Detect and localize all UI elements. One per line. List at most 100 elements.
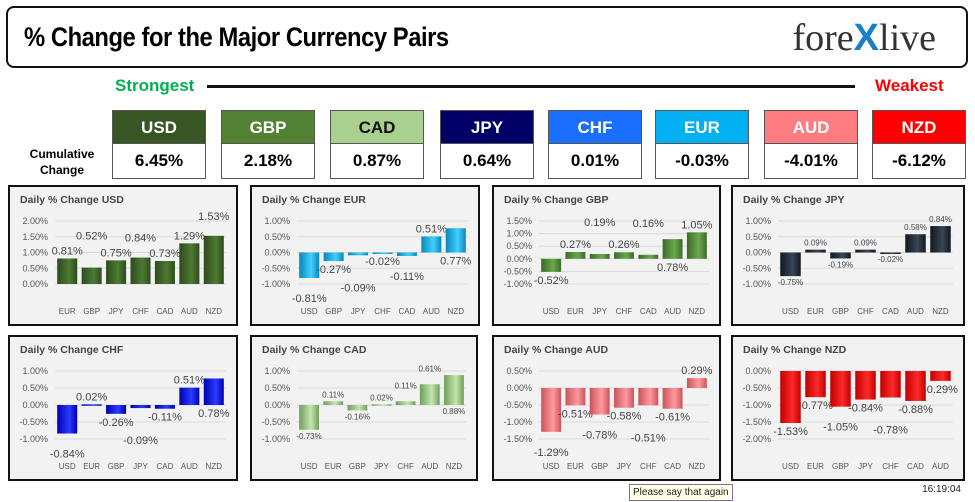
bar-nzd	[203, 235, 224, 284]
data-label: 0.29%	[681, 365, 712, 377]
data-label: 1.05%	[681, 219, 712, 231]
data-label: 1.29%	[174, 230, 205, 242]
x-tick-label: GBP	[832, 462, 849, 471]
data-label: -0.29%	[923, 384, 958, 396]
data-label: 0.84%	[125, 233, 156, 245]
x-tick-label: CHF	[616, 307, 633, 316]
data-label: -1.05%	[823, 422, 858, 434]
x-tick-label: EUR	[807, 307, 824, 316]
bar-aud	[419, 384, 440, 405]
y-tick-label: 0.00%	[506, 254, 532, 264]
bar-chf	[130, 257, 151, 284]
x-tick-label: NZD	[689, 462, 706, 471]
data-label: -0.61%	[655, 412, 690, 424]
x-tick-label: CHF	[374, 307, 391, 316]
chart-plot: -1.00% -0.50% 0.00% 0.50% 1.00% USD EUR GBP CHF C…	[742, 215, 953, 316]
currency-box-aud: AUD -4.01%	[764, 110, 858, 179]
x-tick-label: GBP	[349, 462, 366, 471]
data-label: -1.53%	[773, 426, 808, 438]
data-label: 0.09%	[854, 239, 877, 248]
x-tick-label: EUR	[567, 462, 584, 471]
bar-aud	[905, 234, 926, 253]
x-tick-label: AUD	[421, 462, 438, 471]
x-tick-label: GBP	[832, 307, 849, 316]
chart-plot: -1.50% -1.00% -0.50% 0.00% 0.50% USD EUR GBP JPY…	[503, 365, 712, 471]
x-tick-label: NZD	[932, 307, 949, 316]
x-tick-label: CAD	[882, 307, 899, 316]
bar-nzd	[203, 378, 224, 405]
bar-nzd	[930, 226, 951, 253]
x-tick-label: AUD	[181, 307, 198, 316]
x-tick-label: NZD	[689, 307, 706, 316]
y-tick-label: -0.50%	[503, 400, 532, 410]
bar-cad	[154, 405, 175, 409]
data-label: -0.02%	[365, 256, 400, 268]
x-tick-label: CHF	[640, 462, 657, 471]
currency-box-eur: EUR -0.03%	[655, 110, 749, 179]
x-tick-label: CHF	[397, 462, 414, 471]
data-label: 0.88%	[443, 407, 466, 416]
data-label: 0.78%	[198, 408, 229, 420]
chart-title: Daily % Change USD	[20, 194, 124, 206]
x-tick-label: GBP	[325, 307, 342, 316]
chart-aud: Daily % Change AUD -1.50% -1.00% -0.50% 0.00…	[492, 335, 721, 481]
chart-title: Daily % Change CAD	[262, 344, 367, 356]
currency-name: CAD	[330, 110, 424, 144]
x-tick-label: USD	[543, 307, 560, 316]
bar-eur	[805, 249, 826, 253]
y-tick-label: -0.50%	[261, 417, 290, 427]
chart-title: Daily % Change GBP	[504, 194, 609, 206]
bar-aud	[662, 239, 683, 259]
x-tick-label: GBP	[83, 307, 100, 316]
cumulative-change-label: Cumulative Change	[29, 147, 95, 177]
x-tick-label: JPY	[351, 307, 366, 316]
data-label: 0.27%	[560, 239, 591, 251]
x-tick-label: JPY	[592, 307, 607, 316]
cumulative-value: 6.45%	[112, 144, 206, 179]
data-label: 0.78%	[657, 262, 688, 274]
data-label: -0.88%	[898, 404, 933, 416]
currency-box-chf: CHF 0.01%	[548, 110, 642, 179]
y-tick-label: 0.50%	[506, 241, 532, 251]
y-tick-label: -1.00%	[742, 400, 771, 410]
x-tick-label: USD	[543, 462, 560, 471]
data-label: 0.75%	[100, 247, 131, 259]
y-tick-label: 1.00%	[264, 216, 290, 226]
data-label: -0.09%	[341, 282, 376, 294]
bar-gbp	[830, 371, 851, 407]
bar-usd	[57, 405, 78, 434]
chart-nzd: Daily % Change NZD -2.00% -1.50% -1.00% -0.5…	[731, 335, 965, 481]
bar-chf	[614, 252, 634, 259]
y-tick-label: 1.00%	[745, 216, 771, 226]
bar-chf	[395, 401, 416, 405]
x-tick-label: CAD	[640, 307, 657, 316]
data-label: -0.16%	[345, 412, 370, 421]
cumulative-value: 2.18%	[221, 144, 315, 179]
data-label: -0.78%	[873, 425, 908, 437]
chart-title: Daily % Change JPY	[743, 194, 845, 206]
x-tick-label: NZD	[206, 462, 223, 471]
data-label: 0.11%	[395, 381, 417, 390]
currency-box-jpy: JPY 0.64%	[440, 110, 534, 179]
x-tick-label: EUR	[807, 462, 824, 471]
y-tick-label: -0.50%	[742, 383, 771, 393]
currency-box-cad: CAD 0.87%	[330, 110, 424, 179]
currency-box-gbp: GBP 2.18%	[221, 110, 315, 179]
bar-cad	[638, 254, 659, 259]
x-tick-label: CHF	[132, 307, 149, 316]
data-label: -0.51%	[558, 408, 593, 420]
bar-cad	[662, 388, 683, 409]
data-label: -0.19%	[828, 260, 853, 269]
chart-title: Daily % Change AUD	[504, 344, 609, 356]
bar-usd	[541, 388, 562, 432]
bar-usd	[780, 371, 801, 424]
data-label: 0.81%	[52, 245, 83, 257]
data-label: 0.19%	[584, 217, 615, 229]
bar-eur	[565, 251, 586, 259]
x-tick-label: AUD	[907, 307, 924, 316]
chart-plot: -2.00% -1.50% -1.00% -0.50% 0.00% USD EUR GBP JP…	[742, 366, 958, 471]
data-label: -0.75%	[778, 278, 803, 287]
cumulative-value: 0.87%	[330, 144, 424, 179]
bar-nzd	[686, 232, 707, 259]
bar-jpy	[614, 388, 634, 408]
